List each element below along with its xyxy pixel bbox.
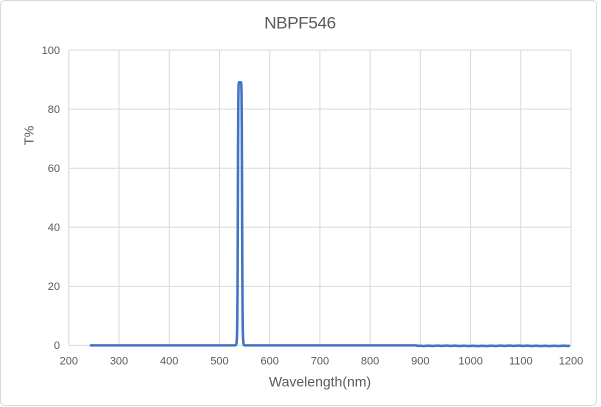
svg-text:400: 400 xyxy=(160,356,178,368)
svg-text:500: 500 xyxy=(210,356,228,368)
svg-text:NBPF546: NBPF546 xyxy=(264,14,336,33)
svg-text:1100: 1100 xyxy=(509,356,533,368)
svg-text:0: 0 xyxy=(54,340,60,352)
svg-text:20: 20 xyxy=(48,281,60,293)
svg-text:Wavelength(nm): Wavelength(nm) xyxy=(269,374,371,390)
svg-text:100: 100 xyxy=(42,45,60,57)
svg-text:600: 600 xyxy=(261,356,279,368)
svg-text:1000: 1000 xyxy=(458,356,482,368)
svg-text:900: 900 xyxy=(411,356,429,368)
svg-text:800: 800 xyxy=(361,356,379,368)
svg-text:300: 300 xyxy=(110,356,128,368)
svg-text:40: 40 xyxy=(48,222,60,234)
svg-text:80: 80 xyxy=(48,104,60,116)
svg-text:60: 60 xyxy=(48,163,60,175)
svg-text:1200: 1200 xyxy=(559,356,583,368)
svg-text:200: 200 xyxy=(60,356,78,368)
svg-text:700: 700 xyxy=(311,356,329,368)
svg-text:T%: T% xyxy=(22,125,37,145)
